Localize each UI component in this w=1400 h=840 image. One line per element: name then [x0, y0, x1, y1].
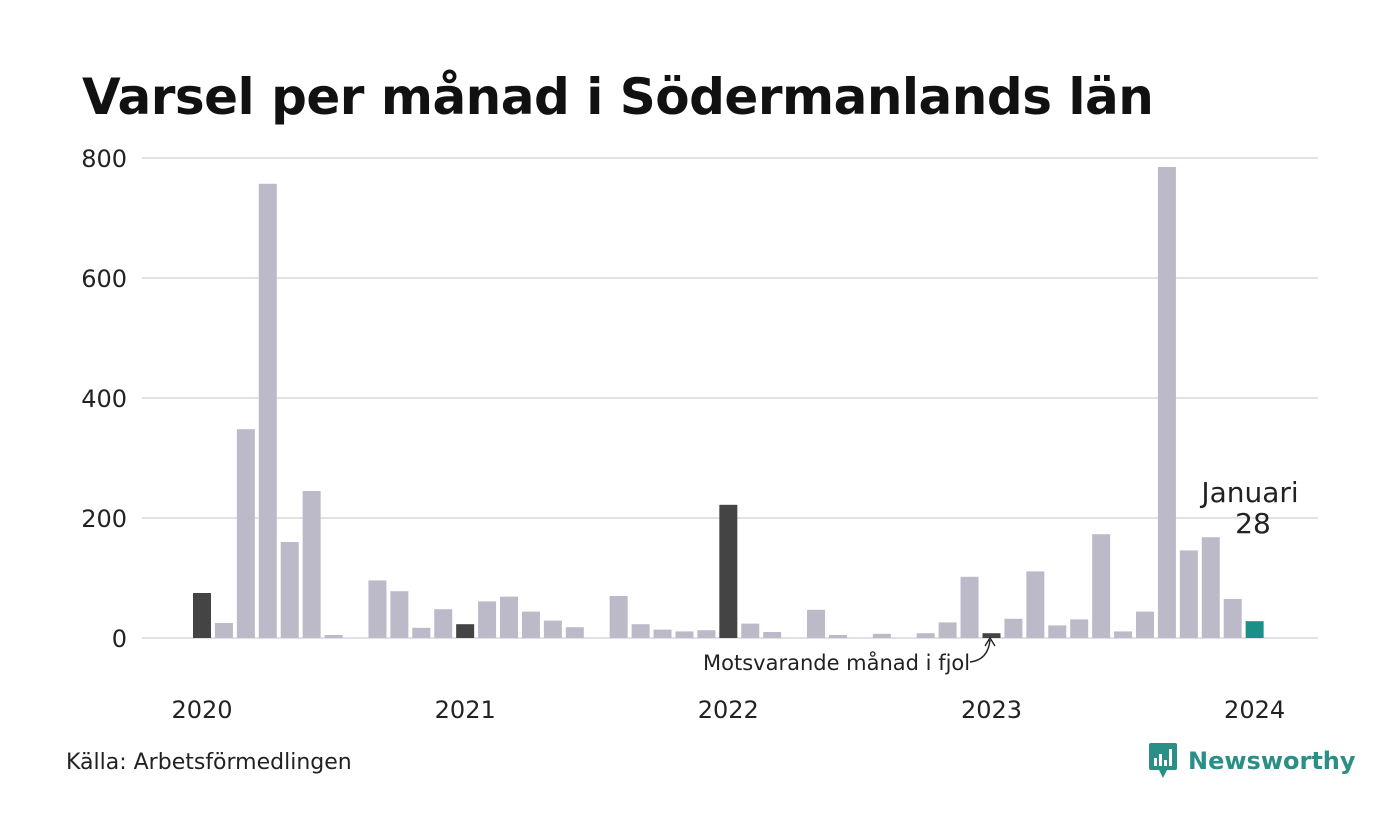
- brand-name: Newsworthy: [1188, 747, 1356, 775]
- x-axis: 2020 2021 2022 2023 2024: [171, 696, 1285, 724]
- annotation-arrowhead: [984, 636, 996, 647]
- annotation-arrow: [969, 639, 991, 663]
- bar-2022-05: [807, 609, 826, 638]
- brand: Newsworthy: [1148, 742, 1356, 780]
- y-axis: 0 200 400 600 800: [81, 145, 127, 653]
- bar-2023-12: [1223, 599, 1242, 638]
- bar-2024-01: [1245, 621, 1264, 638]
- bar-2022-10: [916, 633, 935, 638]
- bar-2022-12: [960, 576, 979, 638]
- bar-2021-12: [697, 630, 716, 638]
- bar-2023-10: [1179, 550, 1198, 638]
- bar-2023-09: [1157, 167, 1176, 638]
- y-tick-label: 600: [81, 265, 127, 293]
- x-tick-label: 2020: [171, 696, 232, 724]
- bar-2020-06: [302, 491, 321, 638]
- bar-2021-11: [675, 631, 694, 638]
- bar-2021-06: [565, 627, 584, 638]
- bar-2022-11: [938, 622, 957, 638]
- bar-2023-11: [1201, 537, 1220, 638]
- bar-2020-01: [193, 593, 211, 638]
- y-tick-label: 200: [81, 505, 127, 533]
- y-tick-label: 0: [112, 625, 127, 653]
- x-tick-label: 2021: [435, 696, 496, 724]
- bar-2021-03: [500, 596, 519, 638]
- bar-2021-08: [609, 596, 628, 638]
- bar-2020-04: [258, 183, 277, 639]
- x-tick-label: 2022: [698, 696, 759, 724]
- x-tick-label: 2024: [1224, 696, 1285, 724]
- bar-2020-03: [236, 429, 255, 638]
- bar-2021-05: [543, 620, 562, 638]
- newsworthy-logo-icon: [1149, 743, 1177, 778]
- chart-title: Varsel per månad i Södermanlands län: [82, 68, 1154, 126]
- highlight-month-label: Januari: [1199, 476, 1298, 509]
- source-note: Källa: Arbetsförmedlingen: [66, 750, 352, 775]
- bar-2023-01: [982, 633, 1001, 638]
- bar-2023-08: [1135, 611, 1154, 638]
- annotation-text: Motsvarande månad i fjol: [703, 650, 970, 675]
- bar-2021-09: [631, 624, 650, 638]
- bar-2021-04: [521, 611, 540, 638]
- bar-2020-12: [434, 609, 453, 638]
- bar-2020-10: [390, 591, 409, 638]
- bar-2020-02: [214, 623, 233, 638]
- bar-2023-06: [1092, 534, 1111, 638]
- bar-2022-01: [719, 504, 738, 638]
- x-tick-label: 2023: [961, 696, 1022, 724]
- annotation: Motsvarande månad i fjol: [703, 636, 996, 675]
- bar-2022-06: [828, 635, 847, 638]
- bar-2022-02: [741, 623, 760, 638]
- bar-2020-07: [324, 635, 343, 638]
- bar-2020-09: [368, 580, 387, 638]
- bar-2020-11: [412, 627, 431, 638]
- bar-2023-07: [1114, 631, 1133, 638]
- bar-2023-03: [1026, 571, 1045, 638]
- bar-2022-08: [872, 633, 891, 638]
- bar-2022-03: [763, 632, 782, 638]
- bar-2023-02: [1004, 618, 1023, 638]
- bar-2020-05: [280, 542, 299, 638]
- highlight-value-label: 28: [1235, 507, 1271, 540]
- bar-2021-10: [653, 629, 672, 638]
- highlight-label: Januari 28: [1199, 476, 1298, 540]
- bar-2021-01: [456, 624, 475, 638]
- y-tick-label: 800: [81, 145, 127, 173]
- bar-2021-02: [478, 601, 497, 638]
- y-tick-label: 400: [81, 385, 127, 413]
- bars: [193, 167, 1264, 639]
- bar-2023-04: [1048, 625, 1067, 638]
- bar-2023-05: [1070, 619, 1089, 638]
